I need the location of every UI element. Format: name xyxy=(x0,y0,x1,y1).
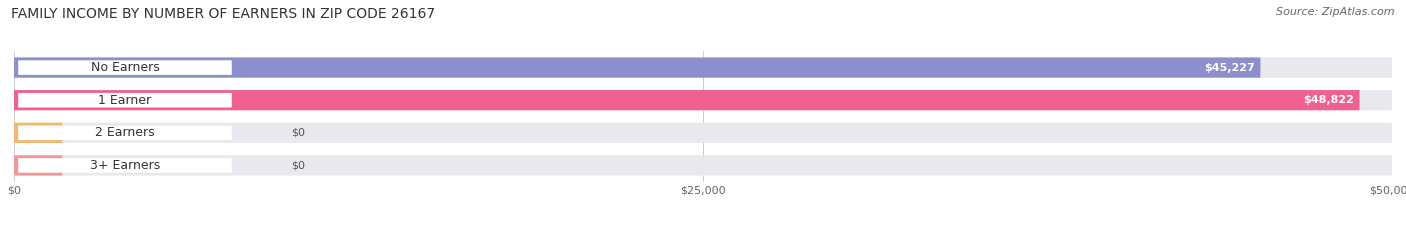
FancyBboxPatch shape xyxy=(18,158,232,173)
Text: $0: $0 xyxy=(291,161,305,170)
Text: No Earners: No Earners xyxy=(90,61,159,74)
FancyBboxPatch shape xyxy=(14,90,1392,110)
FancyBboxPatch shape xyxy=(14,58,1260,78)
FancyBboxPatch shape xyxy=(14,155,62,175)
FancyBboxPatch shape xyxy=(18,126,232,140)
Text: 1 Earner: 1 Earner xyxy=(98,94,152,107)
Text: $45,227: $45,227 xyxy=(1204,63,1256,72)
Text: 2 Earners: 2 Earners xyxy=(96,126,155,139)
Text: FAMILY INCOME BY NUMBER OF EARNERS IN ZIP CODE 26167: FAMILY INCOME BY NUMBER OF EARNERS IN ZI… xyxy=(11,7,436,21)
Text: Source: ZipAtlas.com: Source: ZipAtlas.com xyxy=(1277,7,1395,17)
FancyBboxPatch shape xyxy=(14,58,1392,78)
Text: $0: $0 xyxy=(291,128,305,138)
Text: 3+ Earners: 3+ Earners xyxy=(90,159,160,172)
FancyBboxPatch shape xyxy=(18,60,232,75)
FancyBboxPatch shape xyxy=(14,123,1392,143)
FancyBboxPatch shape xyxy=(14,155,1392,175)
Text: $48,822: $48,822 xyxy=(1303,95,1354,105)
FancyBboxPatch shape xyxy=(14,123,62,143)
FancyBboxPatch shape xyxy=(14,90,1360,110)
FancyBboxPatch shape xyxy=(18,93,232,107)
